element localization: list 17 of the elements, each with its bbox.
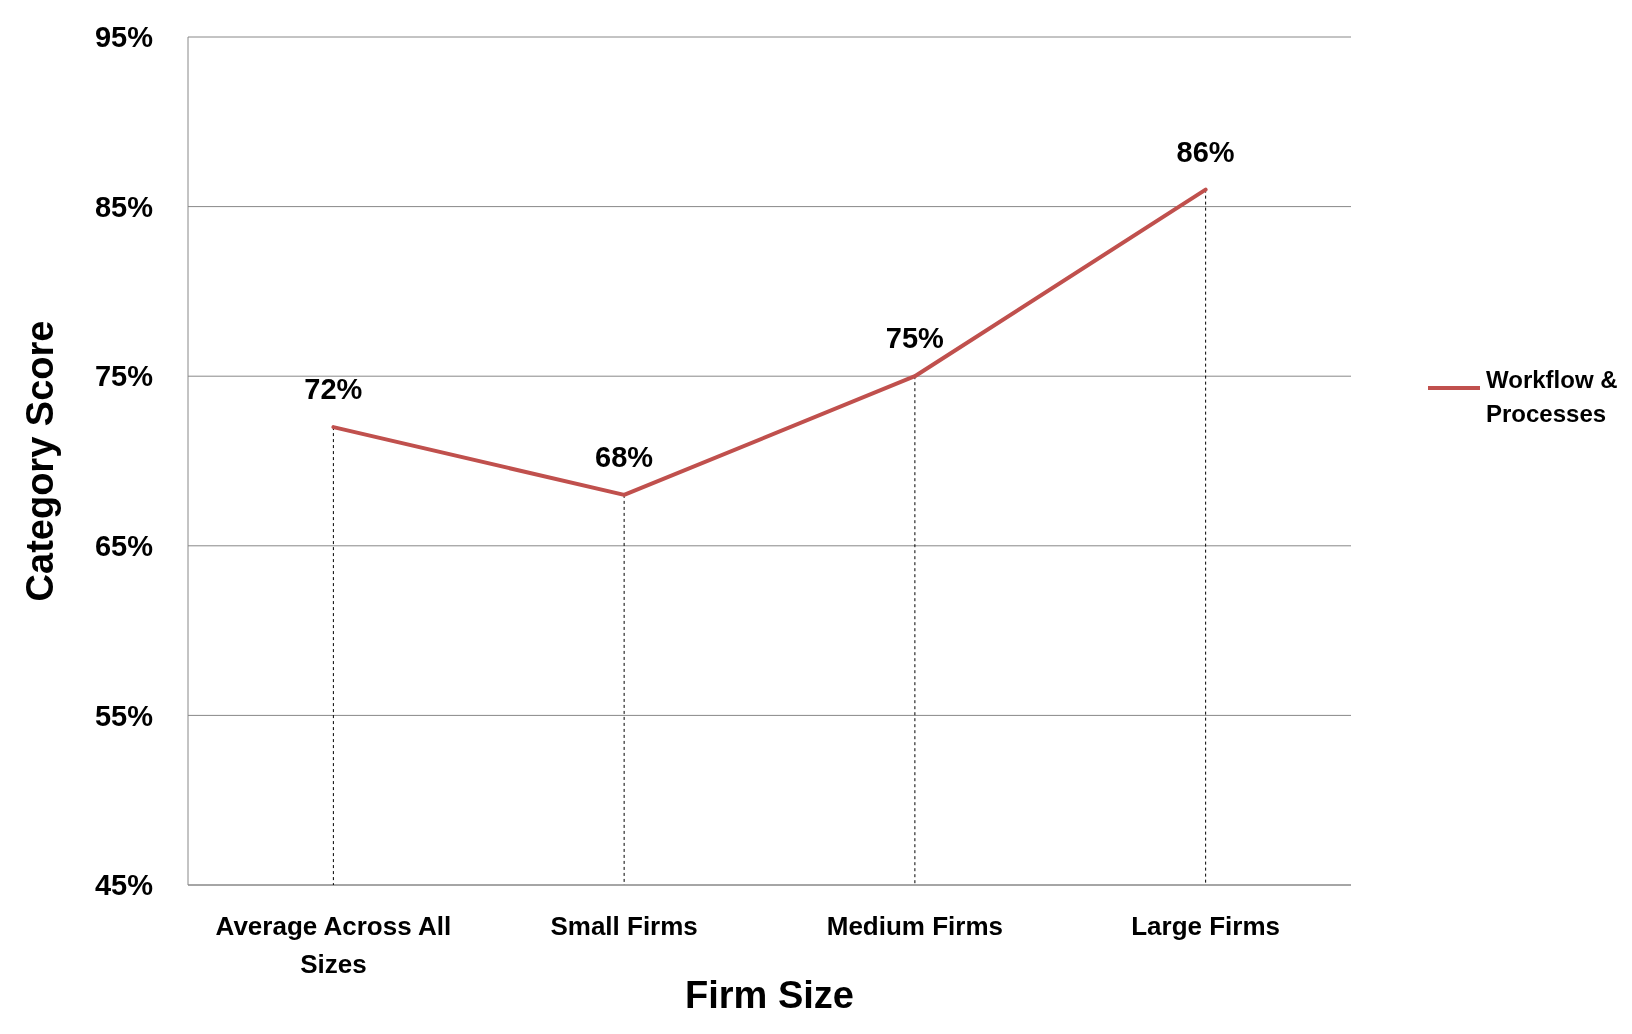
x-tick-label: Medium Firms [826,911,1003,941]
y-tick-label: 65% [94,529,154,562]
x-tick-label: Large Firms [1131,911,1281,941]
legend-label: Workflow & Processes [1486,366,1618,427]
y-tick-label: 95% [94,21,154,54]
y-tick-label: 45% [94,869,154,902]
y-tick-label: 55% [94,699,154,732]
y-tick-label: 85% [94,190,154,223]
x-tick-label: Small Firms [550,911,698,941]
data-label: 75% [885,322,945,355]
x-axis-title: Firm Size [685,974,854,1016]
data-label: 68% [595,440,654,473]
y-axis-title: Category Score [19,320,61,602]
data-label: 72% [304,373,363,406]
x-tick-label: Average Across All Sizes [215,911,452,979]
data-label: 86% [1176,135,1235,168]
y-tick-label: 75% [94,360,154,393]
